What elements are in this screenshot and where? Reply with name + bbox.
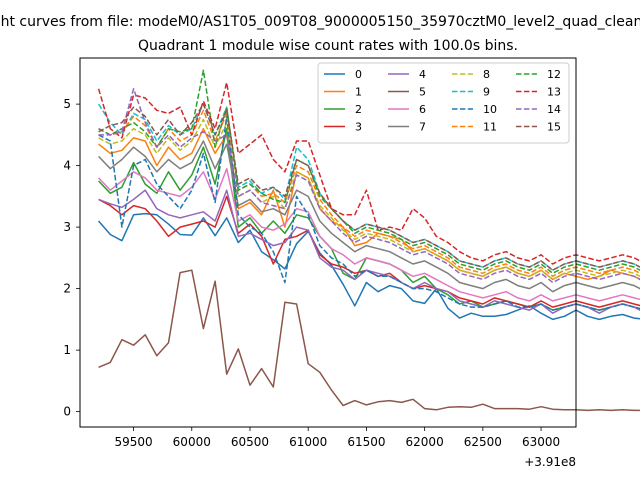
series-line-6: [98, 167, 640, 302]
x-tick-label: 62500: [464, 435, 502, 449]
x-offset-label: +3.91e8: [524, 455, 576, 469]
y-tick-label: 0: [63, 405, 71, 419]
legend-label-6: 6: [419, 103, 426, 116]
chart-title: Quadrant 1 module wise count rates with …: [138, 38, 518, 54]
series-line-13: [97, 81, 640, 265]
series-line-15: [98, 103, 640, 271]
x-tick-label: 62000: [406, 435, 444, 449]
legend-label-1: 1: [355, 86, 362, 99]
legend-label-0: 0: [355, 68, 362, 81]
legend-label-9: 9: [483, 86, 490, 99]
series-line-10: [98, 115, 640, 311]
series-line-11: [98, 109, 640, 278]
axes-frame: [79, 57, 577, 428]
x-tick-label: 59500: [114, 435, 152, 449]
legend-label-13: 13: [547, 86, 561, 99]
y-tick-label: 2: [63, 282, 71, 296]
legend-label-3: 3: [355, 121, 362, 134]
legend-label-15: 15: [547, 121, 561, 134]
series-line-3: [98, 195, 640, 308]
x-tick-label: 61000: [289, 435, 327, 449]
series-line-2: [98, 127, 640, 311]
x-tick-label: 61500: [347, 435, 385, 449]
legend-label-8: 8: [483, 68, 490, 81]
series-line-4: [98, 189, 640, 314]
series-line-7: [98, 140, 640, 293]
legend-box: [317, 62, 570, 144]
x-axis: 59500 60000 60500 61000 61500 62000 62500 63000: [114, 427, 560, 449]
series-line-14: [98, 88, 640, 284]
legend-label-14: 14: [547, 103, 561, 116]
series-line-8: [98, 118, 640, 281]
y-tick-label: 5: [63, 97, 71, 111]
plot-area: [97, 69, 640, 412]
legend-label-4: 4: [419, 68, 426, 81]
legend-label-7: 7: [419, 121, 426, 134]
x-tick-label: 60500: [231, 435, 269, 449]
legend-label-12: 12: [547, 68, 561, 81]
y-tick-label: 1: [63, 343, 71, 357]
y-tick-label: 3: [63, 220, 71, 234]
x-tick-label: 63000: [522, 435, 560, 449]
y-tick-label: 4: [63, 159, 71, 173]
x-tick-label: 60000: [173, 435, 211, 449]
legend-label-10: 10: [483, 103, 497, 116]
series-line-12: [98, 69, 640, 275]
y-axis: 0 1 2 3 4 5: [63, 97, 80, 419]
legend-label-11: 11: [483, 121, 497, 134]
figure-suptitle: Light curves from file: modeM0/AS1T05_00…: [0, 14, 640, 30]
series-line-0: [98, 212, 640, 321]
series-line-5: [98, 269, 640, 412]
legend-label-5: 5: [419, 86, 426, 99]
legend-label-2: 2: [355, 103, 362, 116]
